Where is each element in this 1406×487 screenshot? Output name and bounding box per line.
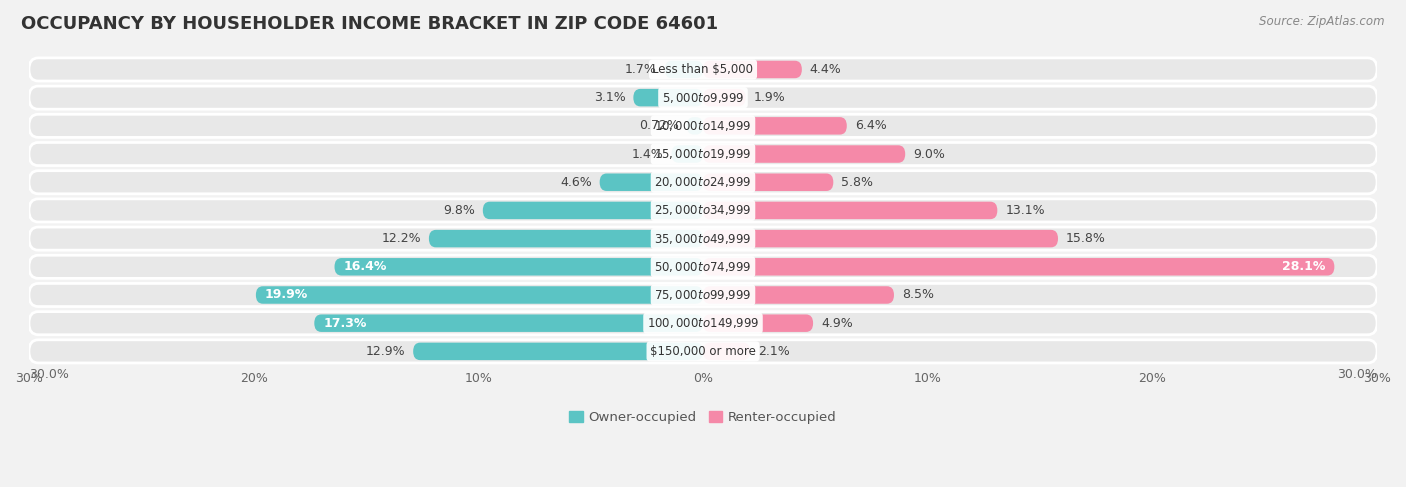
Text: 2.1%: 2.1% bbox=[758, 345, 790, 358]
Text: $15,000 to $19,999: $15,000 to $19,999 bbox=[654, 147, 752, 161]
Text: 15.8%: 15.8% bbox=[1066, 232, 1105, 245]
Text: 12.9%: 12.9% bbox=[366, 345, 405, 358]
FancyBboxPatch shape bbox=[482, 202, 703, 219]
FancyBboxPatch shape bbox=[335, 258, 703, 276]
Text: 28.1%: 28.1% bbox=[1282, 261, 1326, 273]
FancyBboxPatch shape bbox=[30, 170, 1376, 194]
Text: 16.4%: 16.4% bbox=[343, 261, 387, 273]
Text: 9.8%: 9.8% bbox=[443, 204, 475, 217]
Text: $20,000 to $24,999: $20,000 to $24,999 bbox=[654, 175, 752, 189]
FancyBboxPatch shape bbox=[665, 61, 703, 78]
Text: 5.8%: 5.8% bbox=[841, 176, 873, 189]
FancyBboxPatch shape bbox=[686, 117, 703, 134]
FancyBboxPatch shape bbox=[703, 173, 834, 191]
Text: 17.3%: 17.3% bbox=[323, 317, 367, 330]
Text: $10,000 to $14,999: $10,000 to $14,999 bbox=[654, 119, 752, 133]
Text: 0.72%: 0.72% bbox=[640, 119, 679, 132]
Text: $35,000 to $49,999: $35,000 to $49,999 bbox=[654, 232, 752, 245]
Text: 4.9%: 4.9% bbox=[821, 317, 852, 330]
Text: 4.6%: 4.6% bbox=[560, 176, 592, 189]
Text: 3.1%: 3.1% bbox=[593, 91, 626, 104]
Text: 8.5%: 8.5% bbox=[901, 288, 934, 301]
FancyBboxPatch shape bbox=[703, 145, 905, 163]
Text: 30.0%: 30.0% bbox=[30, 368, 69, 381]
FancyBboxPatch shape bbox=[703, 286, 894, 304]
FancyBboxPatch shape bbox=[30, 340, 1376, 363]
FancyBboxPatch shape bbox=[703, 230, 1057, 247]
Text: 6.4%: 6.4% bbox=[855, 119, 886, 132]
FancyBboxPatch shape bbox=[315, 315, 703, 332]
FancyBboxPatch shape bbox=[703, 343, 751, 360]
FancyBboxPatch shape bbox=[256, 286, 703, 304]
FancyBboxPatch shape bbox=[633, 89, 703, 106]
Text: $25,000 to $34,999: $25,000 to $34,999 bbox=[654, 204, 752, 217]
Text: $50,000 to $74,999: $50,000 to $74,999 bbox=[654, 260, 752, 274]
FancyBboxPatch shape bbox=[703, 202, 997, 219]
FancyBboxPatch shape bbox=[30, 227, 1376, 250]
Text: 9.0%: 9.0% bbox=[912, 148, 945, 161]
FancyBboxPatch shape bbox=[30, 199, 1376, 222]
FancyBboxPatch shape bbox=[30, 86, 1376, 109]
Text: 30.0%: 30.0% bbox=[1337, 368, 1376, 381]
Text: 1.9%: 1.9% bbox=[754, 91, 786, 104]
Text: $5,000 to $9,999: $5,000 to $9,999 bbox=[662, 91, 744, 105]
FancyBboxPatch shape bbox=[30, 283, 1376, 306]
FancyBboxPatch shape bbox=[672, 145, 703, 163]
Text: 12.2%: 12.2% bbox=[381, 232, 420, 245]
Text: Less than $5,000: Less than $5,000 bbox=[652, 63, 754, 76]
FancyBboxPatch shape bbox=[30, 255, 1376, 279]
FancyBboxPatch shape bbox=[703, 89, 745, 106]
FancyBboxPatch shape bbox=[30, 143, 1376, 166]
Text: $100,000 to $149,999: $100,000 to $149,999 bbox=[647, 316, 759, 330]
FancyBboxPatch shape bbox=[599, 173, 703, 191]
Text: OCCUPANCY BY HOUSEHOLDER INCOME BRACKET IN ZIP CODE 64601: OCCUPANCY BY HOUSEHOLDER INCOME BRACKET … bbox=[21, 15, 718, 33]
Text: 1.4%: 1.4% bbox=[631, 148, 664, 161]
FancyBboxPatch shape bbox=[703, 315, 813, 332]
FancyBboxPatch shape bbox=[30, 114, 1376, 137]
FancyBboxPatch shape bbox=[703, 258, 1334, 276]
FancyBboxPatch shape bbox=[413, 343, 703, 360]
FancyBboxPatch shape bbox=[703, 61, 801, 78]
Text: 19.9%: 19.9% bbox=[264, 288, 308, 301]
Legend: Owner-occupied, Renter-occupied: Owner-occupied, Renter-occupied bbox=[564, 406, 842, 429]
Text: 4.4%: 4.4% bbox=[810, 63, 841, 76]
FancyBboxPatch shape bbox=[30, 312, 1376, 335]
Text: $150,000 or more: $150,000 or more bbox=[650, 345, 756, 358]
Text: 1.7%: 1.7% bbox=[626, 63, 657, 76]
FancyBboxPatch shape bbox=[429, 230, 703, 247]
Text: Source: ZipAtlas.com: Source: ZipAtlas.com bbox=[1260, 15, 1385, 28]
FancyBboxPatch shape bbox=[30, 58, 1376, 81]
FancyBboxPatch shape bbox=[703, 117, 846, 134]
Text: $75,000 to $99,999: $75,000 to $99,999 bbox=[654, 288, 752, 302]
Text: 13.1%: 13.1% bbox=[1005, 204, 1045, 217]
